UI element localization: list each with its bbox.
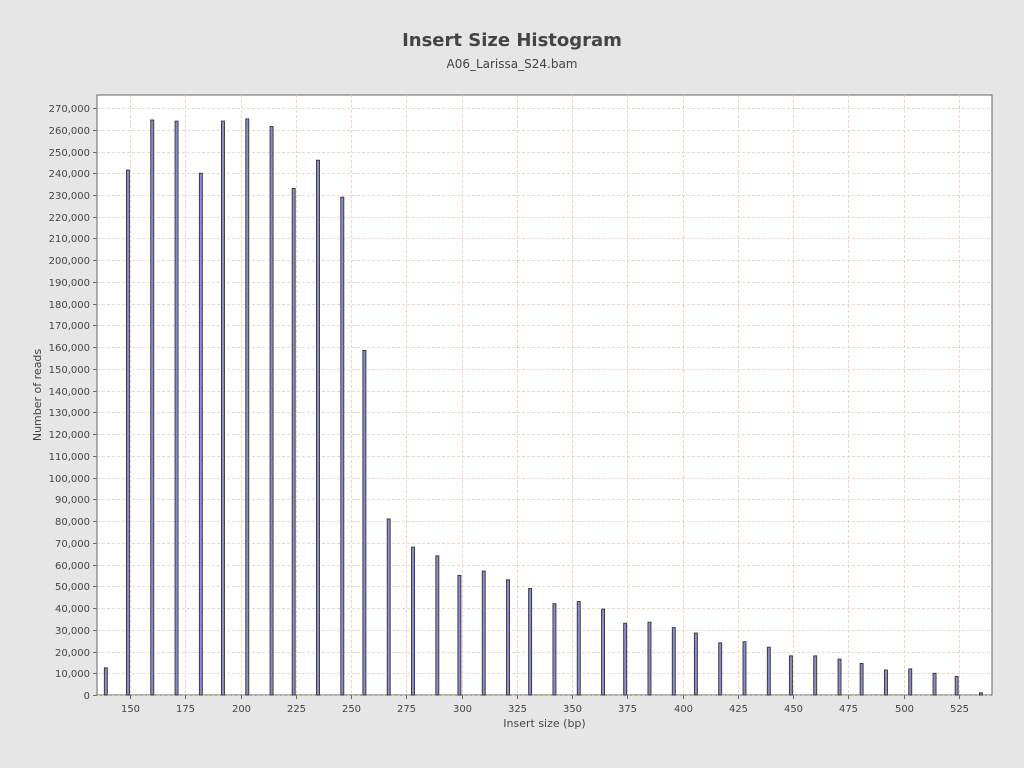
histogram-bar xyxy=(954,676,959,696)
histogram-bar xyxy=(671,627,676,696)
x-axis-label: Insert size (bp) xyxy=(503,717,585,730)
y-tick-label: 30,000 xyxy=(55,626,90,637)
x-tick-label: 375 xyxy=(618,704,637,715)
histogram-bar xyxy=(693,632,698,696)
y-tick-label: 230,000 xyxy=(49,191,90,202)
y-tick-label: 70,000 xyxy=(55,539,90,550)
x-tick-label: 175 xyxy=(176,704,195,715)
histogram-bar xyxy=(766,646,771,696)
histogram-bar xyxy=(601,608,606,696)
histogram-bar xyxy=(528,588,533,696)
y-tick-label: 240,000 xyxy=(49,169,90,180)
histogram-bar xyxy=(647,621,652,696)
y-tick-label: 110,000 xyxy=(49,452,90,463)
y-tick-label: 10,000 xyxy=(55,669,90,680)
x-tick-label: 350 xyxy=(563,704,582,715)
y-tick-label: 220,000 xyxy=(49,213,90,224)
histogram-bar xyxy=(908,668,913,696)
y-tick-label: 270,000 xyxy=(49,104,90,115)
x-tick-label: 225 xyxy=(287,704,306,715)
x-tick-label: 475 xyxy=(839,704,858,715)
histogram-bar xyxy=(316,159,320,696)
histogram-bar xyxy=(837,658,842,696)
x-tick-label: 425 xyxy=(729,704,748,715)
histogram-bar xyxy=(174,120,179,696)
histogram-bar xyxy=(623,622,628,696)
y-axis-label: Number of reads xyxy=(31,349,44,442)
histogram-bar xyxy=(718,642,723,696)
histogram-bar xyxy=(386,518,391,696)
x-tick-label: 525 xyxy=(950,704,969,715)
x-tick-label: 325 xyxy=(508,704,527,715)
y-tick-label: 170,000 xyxy=(49,321,90,332)
histogram-bar xyxy=(125,169,130,696)
histogram-bar xyxy=(788,655,793,696)
histogram-bar xyxy=(859,663,864,696)
plot-area xyxy=(96,94,993,696)
histogram-bar xyxy=(457,574,462,696)
histogram-bar xyxy=(198,172,203,696)
chart-subtitle: A06_Larissa_S24.bam xyxy=(446,57,578,71)
histogram-bar xyxy=(291,188,296,696)
y-tick-label: 40,000 xyxy=(55,604,90,615)
histogram-bar xyxy=(576,601,581,696)
y-tick-label: 160,000 xyxy=(49,343,90,354)
histogram-bar xyxy=(435,555,440,696)
histogram-bar xyxy=(150,119,155,696)
y-tick-label: 80,000 xyxy=(55,517,90,528)
histogram-bar xyxy=(883,669,888,696)
histogram-bar xyxy=(552,603,557,696)
y-tick-label: 200,000 xyxy=(49,256,90,267)
x-tick-label: 150 xyxy=(121,704,140,715)
histogram-bar xyxy=(932,672,937,696)
x-tick-label: 300 xyxy=(453,704,472,715)
x-tick-label: 500 xyxy=(895,704,914,715)
x-tick-label: 450 xyxy=(784,704,803,715)
histogram-bar xyxy=(245,118,250,696)
y-tick-label: 0 xyxy=(84,691,90,702)
histogram-bar xyxy=(221,120,225,696)
histogram-bar xyxy=(481,570,486,696)
histogram-bar xyxy=(340,196,345,696)
x-tick-label: 400 xyxy=(674,704,693,715)
histogram-bar xyxy=(813,655,818,696)
y-tick-label: 250,000 xyxy=(49,148,90,159)
y-tick-label: 50,000 xyxy=(55,582,90,593)
y-tick-label: 90,000 xyxy=(55,495,90,506)
y-tick-label: 260,000 xyxy=(49,126,90,137)
y-tick-label: 180,000 xyxy=(49,300,90,311)
y-tick-label: 120,000 xyxy=(49,430,90,441)
y-tick-label: 140,000 xyxy=(49,387,90,398)
y-tick-label: 190,000 xyxy=(49,278,90,289)
x-tick-label: 275 xyxy=(397,704,416,715)
x-tick-label: 200 xyxy=(232,704,251,715)
y-tick-label: 130,000 xyxy=(49,408,90,419)
y-tick-label: 100,000 xyxy=(49,474,90,485)
histogram-bar xyxy=(979,692,983,696)
histogram-bar xyxy=(411,546,415,696)
gridlines xyxy=(97,95,992,696)
axes: 0 10,000 20,000 30,000 40,000 50,000 60,000 70,… xyxy=(49,104,969,715)
chart-title: Insert Size Histogram xyxy=(402,30,622,51)
bars xyxy=(103,118,983,696)
x-tick-label: 250 xyxy=(342,704,361,715)
histogram-bar xyxy=(506,579,510,696)
y-tick-label: 210,000 xyxy=(49,234,90,245)
histogram-bar xyxy=(742,641,747,696)
y-tick-label: 150,000 xyxy=(49,365,90,376)
y-tick-label: 20,000 xyxy=(55,648,90,659)
histogram-bar xyxy=(269,126,274,696)
histogram-bar xyxy=(103,667,108,696)
y-tick-label: 60,000 xyxy=(55,561,90,572)
histogram-bar xyxy=(362,349,367,696)
